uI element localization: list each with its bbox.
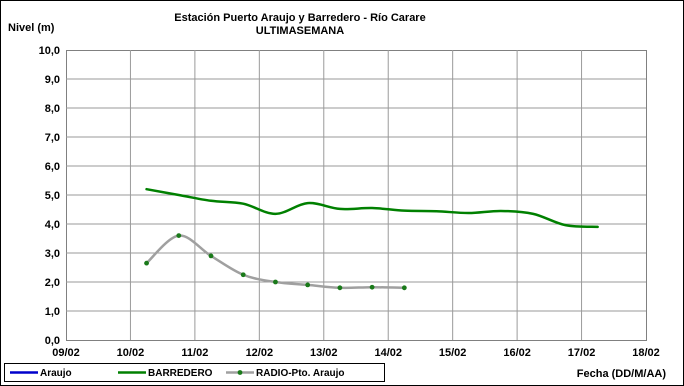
y-axis-label: Nivel (m) (8, 22, 55, 34)
data-point-radio-pto-araujo (176, 233, 182, 239)
data-point-radio-pto-araujo (401, 285, 407, 291)
x-tick-label: 11/02 (181, 347, 208, 359)
legend-label-radio-pto-araujo: RADIO-Pto. Araujo (256, 368, 345, 379)
x-tick-label: 14/02 (374, 347, 402, 359)
y-tick-label: 8,0 (45, 103, 60, 115)
chart-title: Estación Puerto Araujo y Barredero - Río… (174, 12, 425, 24)
x-tick-label: 09/02 (52, 347, 80, 359)
chart-subtitle: ULTIMASEMANA (256, 25, 344, 37)
legend-box (4, 363, 385, 382)
legend-label-araujo: Araujo (40, 368, 72, 379)
y-tick-label: 5,0 (45, 190, 60, 202)
data-point-radio-pto-araujo (273, 279, 278, 285)
data-point-radio-pto-araujo (240, 272, 246, 278)
data-point-radio-pto-araujo (305, 282, 311, 288)
x-tick-labels: 09/02 10/02 11/02 12/02 13/02 14/02 15/02 16/02… (52, 347, 660, 359)
legend-label-barredero: BARREDERO (148, 368, 213, 379)
x-tick-label: 12/02 (246, 347, 274, 359)
x-axis-label: Fecha (DD/M/AA) (577, 368, 667, 380)
data-point-radio-pto-araujo (369, 284, 375, 290)
y-tick-label: 7,0 (45, 132, 60, 144)
x-tick-label: 13/02 (310, 347, 338, 359)
x-tick-label: 16/02 (503, 347, 531, 359)
legend-marker-radio-pto-araujo (237, 370, 243, 375)
data-point-radio-pto-araujo (208, 253, 214, 259)
y-tick-labels: 0,0 1,0 2,0 3,0 4,0 5,0 6,0 7,0 8,0 9,0 10,0 (39, 45, 60, 347)
y-tick-label: 0,0 (45, 335, 60, 347)
vertical-gridlines (129, 50, 583, 340)
x-tick-label: 10/02 (117, 347, 145, 359)
legend: Araujo BARREDERO RADIO-Pto. Araujo (10, 368, 345, 379)
data-point-radio-pto-araujo (144, 260, 149, 266)
x-tick-label: 15/02 (439, 347, 467, 359)
y-tick-label: 2,0 (45, 277, 60, 289)
data-point-radio-pto-araujo (337, 285, 343, 291)
x-tick-label: 17/02 (568, 347, 596, 359)
series-layer (144, 187, 599, 291)
y-tick-label: 6,0 (45, 161, 60, 173)
series-line-barredero (145, 187, 599, 229)
y-tick-label: 9,0 (45, 74, 60, 86)
y-tick-label: 4,0 (45, 219, 60, 231)
x-tick-label: 18/02 (632, 347, 660, 359)
horizontal-gridlines (66, 78, 646, 312)
y-tick-label: 10,0 (39, 45, 60, 57)
y-tick-label: 1,0 (45, 306, 60, 318)
y-tick-label: 3,0 (45, 248, 60, 260)
